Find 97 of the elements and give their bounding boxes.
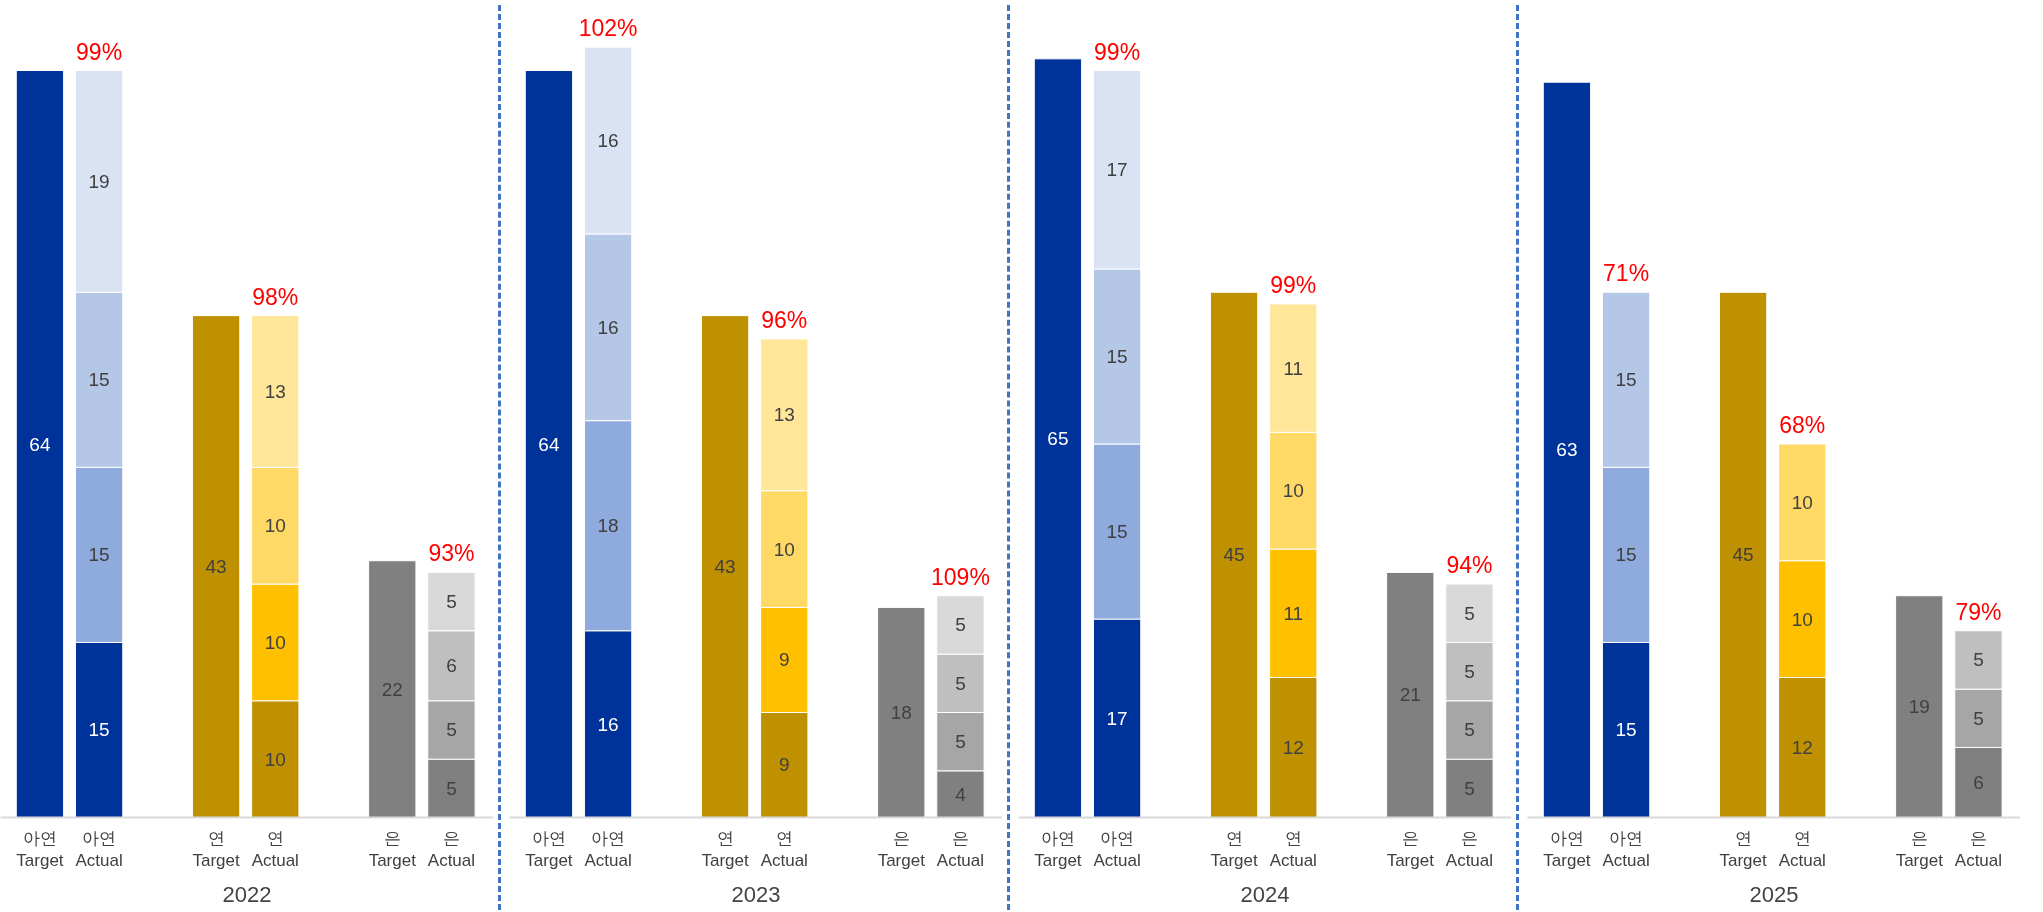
x-tick-label: 연 Target bbox=[1210, 828, 1259, 871]
data-label: 5 bbox=[1973, 707, 1984, 729]
annotation: 99% bbox=[1270, 271, 1317, 298]
annotation: 102% bbox=[578, 15, 638, 42]
data-label: 10 bbox=[264, 515, 286, 537]
data-label: 16 bbox=[597, 713, 619, 735]
data-label: 15 bbox=[1615, 544, 1637, 566]
data-label: 17 bbox=[1106, 707, 1128, 729]
x-tick-label: 연 Actual bbox=[760, 828, 808, 871]
annotation: 109% bbox=[931, 563, 990, 590]
data-label: 5 bbox=[446, 591, 457, 613]
data-label: 64 bbox=[538, 433, 560, 455]
data-label: 9 bbox=[778, 649, 790, 671]
data-label: 12 bbox=[1282, 736, 1304, 758]
annotation: 98% bbox=[252, 283, 299, 310]
x-tick-label: 아연 Actual bbox=[75, 828, 123, 871]
x-tick-label: 아연 Target bbox=[525, 828, 573, 871]
data-label: 15 bbox=[1615, 369, 1637, 391]
data-label: 15 bbox=[1106, 345, 1128, 367]
x-tick-label: 연 Target bbox=[701, 828, 750, 871]
annotation: 68% bbox=[1779, 412, 1826, 439]
data-label: 6 bbox=[1973, 771, 1984, 793]
x-tick-label: 연 Target bbox=[1719, 828, 1768, 871]
annotation: 99% bbox=[76, 38, 123, 65]
x-tick-label: 아연 Actual bbox=[584, 828, 632, 871]
data-label: 5 bbox=[446, 777, 457, 799]
data-label: 16 bbox=[597, 316, 619, 338]
data-label: 17 bbox=[1106, 159, 1128, 181]
annotation: 93% bbox=[428, 540, 475, 567]
annotation: 94% bbox=[1446, 552, 1493, 579]
x-axis-title: 2023 bbox=[731, 882, 781, 908]
data-label: 5 bbox=[1464, 777, 1475, 799]
data-label: 11 bbox=[1283, 357, 1304, 379]
data-label: 19 bbox=[1908, 696, 1930, 718]
data-label: 10 bbox=[1791, 608, 1813, 630]
data-label: 15 bbox=[88, 719, 110, 741]
data-label: 15 bbox=[1615, 719, 1637, 741]
x-tick-label: 아연 Target bbox=[1034, 828, 1082, 871]
data-label: 10 bbox=[264, 631, 286, 653]
data-label: 15 bbox=[1106, 521, 1128, 543]
x-tick-label: 은 Target bbox=[877, 828, 926, 871]
x-tick-label: 은 Target bbox=[1895, 828, 1944, 871]
x-tick-label: 아연 Target bbox=[16, 828, 64, 871]
data-label: 5 bbox=[1973, 649, 1984, 671]
x-tick-label: 연 Actual bbox=[1778, 828, 1826, 871]
data-label: 18 bbox=[890, 701, 912, 723]
x-axis-title: 2025 bbox=[1749, 882, 1799, 908]
data-label: 5 bbox=[446, 719, 457, 741]
data-label: 10 bbox=[773, 538, 795, 560]
data-label: 45 bbox=[1223, 544, 1245, 566]
data-label: 9 bbox=[778, 754, 790, 776]
data-label: 5 bbox=[955, 731, 966, 753]
data-label: 5 bbox=[955, 614, 966, 636]
data-label: 43 bbox=[714, 556, 736, 578]
data-label: 5 bbox=[1464, 602, 1475, 624]
data-label: 63 bbox=[1556, 439, 1578, 461]
data-label: 11 bbox=[1283, 602, 1304, 624]
x-tick-label: 은 Actual bbox=[936, 828, 985, 871]
data-label: 5 bbox=[1464, 719, 1475, 741]
data-label: 21 bbox=[1399, 684, 1421, 706]
data-label: 15 bbox=[88, 544, 110, 566]
x-tick-label: 아연 Target bbox=[1543, 828, 1591, 871]
annotation: 99% bbox=[1094, 38, 1141, 65]
x-tick-label: 아연 Actual bbox=[1093, 828, 1141, 871]
data-label: 15 bbox=[88, 369, 110, 391]
x-tick-label: 은 Target bbox=[1386, 828, 1435, 871]
data-label: 43 bbox=[205, 556, 227, 578]
data-label: 16 bbox=[597, 130, 619, 152]
data-label: 18 bbox=[597, 515, 619, 537]
data-label: 65 bbox=[1047, 427, 1069, 449]
data-label: 13 bbox=[773, 404, 795, 426]
data-label: 22 bbox=[381, 678, 403, 700]
data-label: 6 bbox=[446, 655, 457, 677]
annotation: 79% bbox=[1955, 598, 2002, 625]
x-tick-label: 은 Actual bbox=[1954, 828, 2003, 871]
x-tick-label: 은 Target bbox=[368, 828, 417, 871]
annotation: 71% bbox=[1603, 260, 1650, 287]
data-label: 12 bbox=[1791, 736, 1813, 758]
x-tick-label: 은 Actual bbox=[427, 828, 476, 871]
x-axis-title: 2022 bbox=[222, 882, 272, 908]
x-tick-label: 연 Target bbox=[192, 828, 241, 871]
annotation: 96% bbox=[761, 306, 808, 333]
data-label: 64 bbox=[29, 433, 51, 455]
data-label: 45 bbox=[1732, 544, 1754, 566]
x-tick-label: 은 Actual bbox=[1445, 828, 1494, 871]
data-label: 10 bbox=[1791, 491, 1813, 513]
data-label: 5 bbox=[1464, 661, 1475, 683]
x-tick-label: 아연 Actual bbox=[1602, 828, 1650, 871]
x-tick-label: 연 Actual bbox=[1269, 828, 1317, 871]
data-label: 10 bbox=[264, 748, 286, 770]
data-label: 5 bbox=[955, 672, 966, 694]
data-label: 10 bbox=[1282, 480, 1304, 502]
x-tick-label: 연 Actual bbox=[251, 828, 299, 871]
data-label: 4 bbox=[955, 783, 967, 805]
data-label: 19 bbox=[88, 170, 110, 192]
x-axis-title: 2024 bbox=[1240, 882, 1290, 908]
data-label: 13 bbox=[264, 380, 286, 402]
